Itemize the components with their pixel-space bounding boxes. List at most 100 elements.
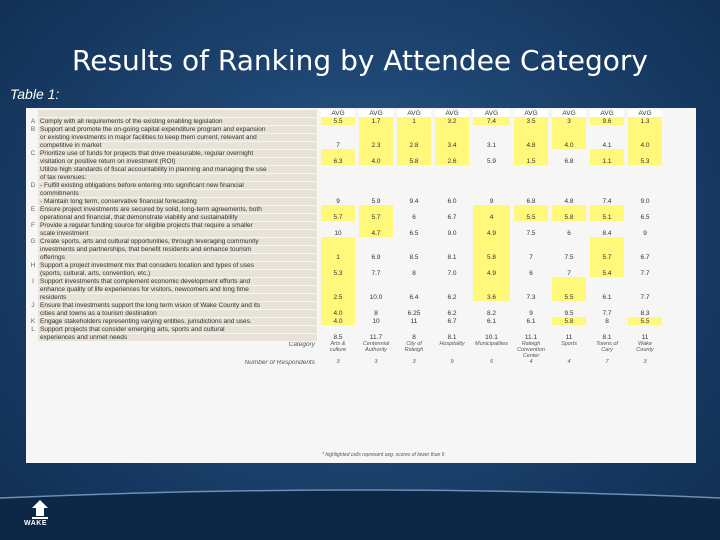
score-cell: 8.1: [431, 333, 471, 341]
score-cell: [431, 245, 471, 253]
score-cell: [548, 277, 589, 285]
score-cell: 9.5: [548, 309, 589, 317]
row-description: enhance quality of life experiences for …: [38, 285, 319, 294]
category-name: Raleigh Convention Center: [510, 341, 551, 359]
score-cell: 6.9: [355, 253, 395, 261]
score-cell: 5.7: [586, 253, 627, 261]
score-cell: 9.4: [393, 197, 433, 205]
score-cell: 11: [393, 317, 433, 325]
avg-header: AVG: [586, 110, 627, 117]
score-cell: 6.4: [393, 293, 433, 301]
score-cell: 11: [548, 333, 589, 341]
score-cell: [355, 205, 395, 213]
score-cell: [355, 245, 395, 253]
category-name: Wake County: [624, 341, 663, 359]
table-row: C Prioritize use of funds for projects th…: [28, 149, 663, 158]
score-cell: [586, 245, 627, 253]
score-cell: [393, 165, 433, 173]
table-row: - Maintain long term, conservative finan…: [28, 197, 663, 206]
score-cell: [393, 125, 433, 133]
score-cell: [355, 285, 395, 293]
score-cell: [510, 325, 551, 333]
score-cell: [317, 221, 357, 229]
table-row: G Create sports, arts and cultural opport…: [28, 237, 663, 246]
table-row: I Support investments that complement eco…: [28, 277, 663, 286]
score-cell: 4.0: [317, 317, 357, 325]
score-cell: [586, 173, 627, 181]
table-row: experiences and unmet needs 8.5 11.7 8 8.1 10…: [28, 333, 663, 342]
score-cell: [468, 205, 513, 213]
score-cell: [548, 189, 589, 197]
score-cell: [624, 245, 663, 253]
score-cell: [317, 237, 357, 245]
score-cell: [431, 285, 471, 293]
score-cell: [393, 325, 433, 333]
row-key: [28, 189, 38, 197]
score-cell: 6.5: [393, 229, 433, 237]
row-description: competitive in market: [38, 141, 319, 150]
score-cell: [548, 245, 589, 253]
score-cell: 8.1: [431, 253, 471, 261]
score-cell: [624, 173, 663, 181]
respondent-count: 3: [317, 359, 357, 366]
score-cell: 7.7: [586, 309, 627, 317]
score-cell: 8.4: [586, 229, 627, 237]
score-cell: 6.2: [431, 293, 471, 301]
score-cell: 6.7: [431, 317, 471, 325]
score-cell: 9.0: [431, 229, 471, 237]
score-cell: [317, 261, 357, 269]
row-description: experiences and unmet needs: [38, 333, 319, 342]
score-cell: [317, 165, 357, 173]
score-cell: [317, 205, 357, 213]
avg-header: AVG: [548, 110, 589, 117]
respondent-count: 3: [355, 359, 395, 366]
row-key: D: [30, 181, 36, 189]
row-key: I: [32, 277, 34, 285]
score-cell: [468, 261, 513, 269]
score-cell: [548, 165, 589, 173]
score-cell: 2.6: [431, 157, 471, 165]
score-cell: 5.5: [548, 293, 589, 301]
respondents-label: Number of Respondents: [38, 359, 319, 367]
score-cell: 5.9: [468, 157, 513, 165]
row-key: J: [31, 301, 35, 309]
score-cell: 8: [393, 333, 433, 341]
score-cell: [586, 285, 627, 293]
avg-header: AVG: [393, 110, 433, 117]
row-key: K: [30, 317, 36, 325]
score-cell: 8.5: [393, 253, 433, 261]
score-cell: 6.5: [624, 213, 663, 221]
score-cell: [586, 301, 627, 309]
score-cell: [586, 205, 627, 213]
score-cell: 7.5: [510, 229, 551, 237]
score-cell: 8.3: [624, 309, 663, 317]
score-cell: [468, 165, 513, 173]
row-key: C: [30, 149, 36, 157]
respondents-blank: [28, 359, 38, 366]
score-cell: [468, 301, 513, 309]
table-row: competitive in market 7 2.3 2.8 3.4 3.1 4.8 4.0…: [28, 141, 663, 150]
score-cell: 5.5: [624, 317, 663, 325]
score-cell: [393, 181, 433, 189]
score-cell: [586, 125, 627, 133]
row-key: [28, 269, 38, 277]
table-row: Utilize high standards of fiscal account…: [28, 165, 663, 174]
row-key: [28, 141, 38, 149]
score-cell: [355, 301, 395, 309]
table-row: L Support projects that consider emerging…: [28, 325, 663, 334]
table-label: Table 1:: [10, 86, 60, 102]
score-cell: [355, 189, 395, 197]
row-key: A: [30, 117, 36, 125]
score-cell: [624, 133, 663, 141]
footer-swoosh: [0, 489, 720, 540]
score-cell: 10.0: [355, 293, 395, 301]
score-cell: [510, 277, 551, 285]
header-blank: [28, 110, 38, 117]
category-name: Hospitality: [431, 341, 471, 359]
score-cell: 4.1: [586, 141, 627, 149]
score-cell: [393, 301, 433, 309]
score-cell: [431, 149, 471, 157]
score-cell: [510, 133, 551, 141]
score-cell: [548, 285, 589, 293]
row-description: (sports, cultural, arts, convention, etc…: [38, 269, 319, 278]
